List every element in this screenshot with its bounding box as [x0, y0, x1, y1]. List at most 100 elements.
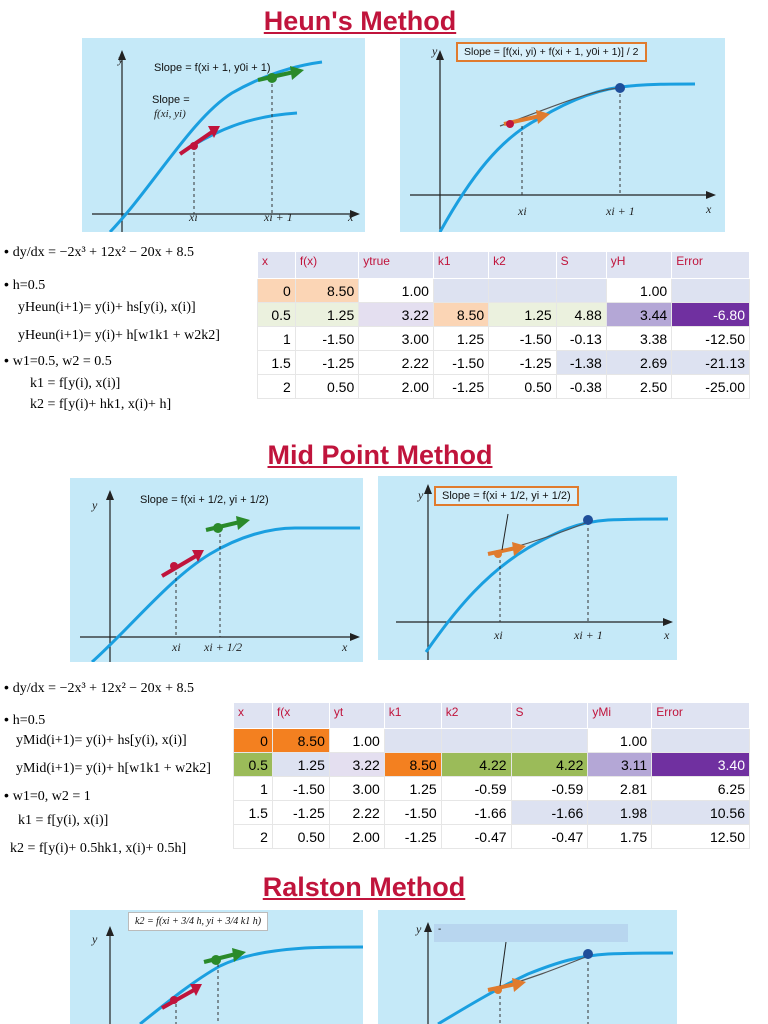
- heun-weights-text: w1=0.5, w2 = 0.5: [12, 354, 112, 369]
- table-cell: 1.5: [257, 350, 296, 375]
- table-cell: 0: [257, 278, 296, 303]
- heun-left-slope-formula: Slope = f(xi + 1, y0i + 1): [154, 62, 271, 74]
- ralston-title: Ralston Method: [262, 872, 466, 902]
- midpoint-title: Mid Point Method: [267, 440, 493, 470]
- table-row: 1.5 -1.25 2.22 -1.50 -1.25 -1.38 2.69 -2…: [257, 350, 750, 375]
- midpoint-h: • h=0.5: [4, 711, 46, 728]
- table-cell: 3.00: [358, 326, 434, 351]
- table-cell: 3.40: [651, 752, 750, 777]
- table-cell: 1.00: [605, 278, 673, 303]
- table-cell: -1.50: [271, 776, 330, 801]
- heun-k2: k2 = f[y(i)+ hk1, x(i)+ h]: [30, 397, 172, 412]
- col-header: Error: [671, 251, 750, 279]
- table-row: 2 0.50 2.00 -1.25 0.50 -0.38 2.50 -25.00: [257, 374, 750, 399]
- table-cell: 1.00: [358, 278, 434, 303]
- xi-label: xi: [172, 640, 181, 654]
- table-cell: 4.22: [440, 752, 512, 777]
- xi1-label: xi + 1: [574, 628, 603, 642]
- table-cell: 2.00: [328, 824, 385, 849]
- midpoint-weights-text: w1=0, w2 = 1: [12, 789, 91, 804]
- table-cell: 2.00: [358, 374, 434, 399]
- table-cell: 8.50: [294, 278, 360, 303]
- midpoint-table: x f(x yt k1 k2 S yMi Error 0 8.50 1.00 1…: [233, 702, 750, 849]
- midpoint-k1: k1 = f[y(i), x(i)]: [18, 813, 109, 828]
- table-cell: 8.50: [271, 728, 330, 753]
- midpoint-equations: • dy/dx = −2x³ + 12x² − 20x + 8.5 • h=0.…: [0, 676, 240, 866]
- table-cell: -1.25: [294, 350, 360, 375]
- table-cell: -1.50: [432, 350, 490, 375]
- table-cell: [671, 278, 750, 303]
- table-cell: 1.00: [328, 728, 385, 753]
- table-cell: 1.25: [294, 302, 360, 327]
- table-cell: -1.66: [440, 800, 512, 825]
- heun-right-slope-formula: Slope = [f(xi, yi) + f(xi + 1, y0i + 1)]…: [456, 42, 647, 62]
- axis-y-label: y: [118, 52, 124, 66]
- table-cell: 2.22: [328, 800, 385, 825]
- table-row: 0.5 1.25 3.22 8.50 1.25 4.88 3.44 -6.80: [257, 302, 750, 327]
- midpoint-eq-line1: yMid(i+1)= y(i)+ hs[y(i), x(i)]: [16, 733, 187, 748]
- xi1-label: xi + 1: [606, 204, 635, 218]
- table-cell: -12.50: [671, 326, 750, 351]
- table-cell: 3.22: [328, 752, 385, 777]
- table-cell: -1.66: [510, 800, 589, 825]
- table-cell: -1.50: [383, 800, 442, 825]
- table-cell: 0.50: [271, 824, 330, 849]
- heun-graph-left-svg: [92, 50, 360, 232]
- heun-eq-line2: yHeun(i+1)= y(i)+ h[w1k1 + w2k2]: [18, 328, 220, 343]
- table-cell: [383, 728, 442, 753]
- heun-equations: • dy/dx = −2x³ + 12x² − 20x + 8.5 • h=0.…: [0, 240, 258, 420]
- col-header: k2: [488, 251, 557, 279]
- table-cell: 3.11: [587, 752, 653, 777]
- table-cell: 1: [257, 326, 296, 351]
- heun-h: • h=0.5: [4, 276, 46, 293]
- heun-graph-right-svg: [410, 50, 716, 232]
- heun-ode-text: dy/dx = −2x³ + 12x² − 20x + 8.5: [12, 245, 195, 260]
- table-cell: 2.50: [605, 374, 673, 399]
- col-header: f(x): [294, 251, 360, 279]
- axis-y-label: y: [92, 498, 98, 512]
- table-cell: 3.38: [605, 326, 673, 351]
- heun-graph-left: y x xi xi + 1 Slope = f(xi + 1, y0i + 1)…: [82, 38, 365, 232]
- table-row: 0 8.50 1.00 1.00: [233, 728, 750, 753]
- ralston-graph-right: y -: [378, 910, 677, 1024]
- heun-h-text: h=0.5: [12, 278, 46, 293]
- table-cell: [488, 278, 557, 303]
- col-header: k2: [440, 702, 512, 729]
- table-cell: 8.50: [432, 302, 490, 327]
- axis-y-label: y: [432, 44, 438, 58]
- table-cell: -1.25: [383, 824, 442, 849]
- table-cell: 2: [233, 824, 273, 849]
- table-cell: -1.50: [294, 326, 360, 351]
- table-cell: 1.25: [383, 776, 442, 801]
- table-cell: 0.50: [488, 374, 557, 399]
- table-cell: 6.25: [651, 776, 750, 801]
- col-header: x: [233, 702, 273, 729]
- table-cell: -21.13: [671, 350, 750, 375]
- ralston-graph-left: y k2 = f(xi + 3/4 h, yi + 3/4 k1 h): [70, 910, 363, 1024]
- midpoint-weights: • w1=0, w2 = 1: [4, 787, 91, 804]
- midpoint-graph-right-svg: [396, 484, 673, 660]
- heun-table: x f(x) ytrue k1 k2 S yH Error 0 8.50 1.0…: [257, 251, 750, 399]
- table-cell: 3.44: [605, 302, 673, 327]
- heun-eq-line1: yHeun(i+1)= y(i)+ hs[y(i), x(i)]: [18, 300, 196, 315]
- heun-k1: k1 = f[y(i), x(i)]: [30, 376, 121, 391]
- table-row: 0 8.50 1.00 1.00: [257, 278, 750, 303]
- heun-table-header: x f(x) ytrue k1 k2 S yH Error: [257, 251, 750, 279]
- axis-x-label: x: [342, 640, 348, 654]
- table-cell: -1.38: [555, 350, 607, 375]
- table-cell: -25.00: [671, 374, 750, 399]
- xi-label: xi: [494, 628, 503, 642]
- table-cell: [555, 278, 607, 303]
- table-cell: 0.5: [257, 302, 296, 327]
- table-cell: 2.69: [605, 350, 673, 375]
- ralston-formula-box: k2 = f(xi + 3/4 h, yi + 3/4 k1 h): [128, 912, 269, 931]
- table-cell: 1: [233, 776, 273, 801]
- table-cell: 1.25: [488, 302, 557, 327]
- midpoint-left-slope-formula: Slope = f(xi + 1/2, yi + 1/2): [140, 494, 269, 506]
- table-cell: -0.13: [555, 326, 607, 351]
- table-cell: 2.22: [358, 350, 434, 375]
- xi-label: xi: [518, 204, 527, 218]
- col-header: S: [555, 251, 607, 279]
- table-row: 1 -1.50 3.00 1.25 -0.59 -0.59 2.81 6.25: [233, 776, 750, 801]
- heun-graph-right: y x xi xi + 1 Slope = [f(xi, yi) + f(xi …: [400, 38, 725, 232]
